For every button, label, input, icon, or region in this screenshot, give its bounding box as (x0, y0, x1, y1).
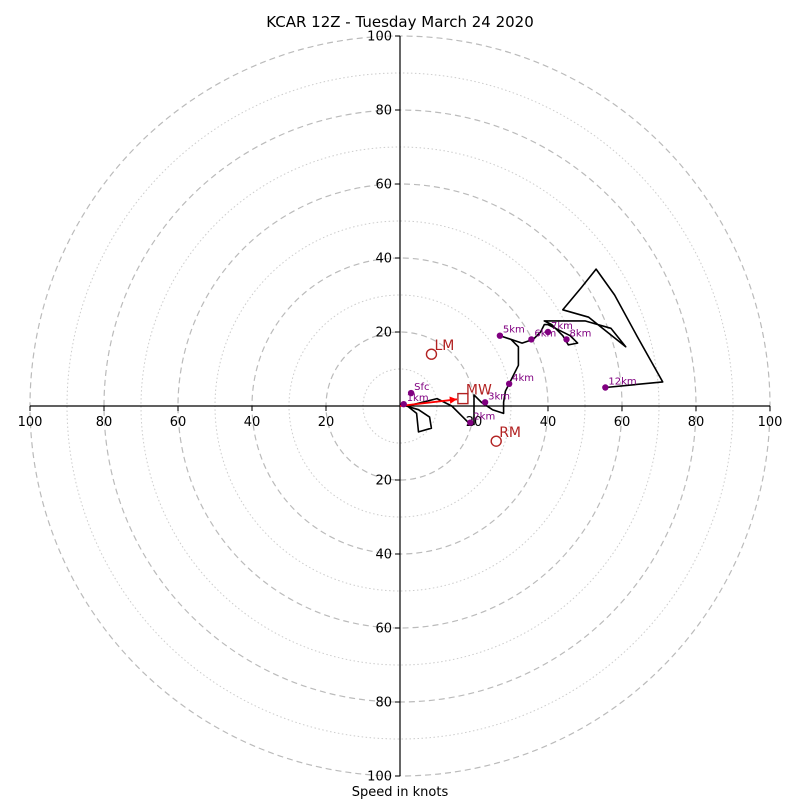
height-marker-label: Sfc (414, 382, 429, 393)
height-marker-label: 4km (512, 373, 534, 384)
tick-label-down: 60 (375, 622, 392, 637)
tick-label-up: 40 (375, 252, 392, 267)
height-marker-label: 6km (534, 328, 556, 339)
height-marker-dot (407, 389, 415, 397)
tick-label-down: 100 (367, 770, 392, 785)
height-marker-dot (544, 328, 552, 336)
tick-label-right: 60 (614, 415, 631, 430)
hodograph-trace (399, 268, 664, 433)
storm-motion-label: LM (434, 338, 454, 354)
tick-label-up: 20 (375, 326, 392, 341)
height-marker-label: 7km (551, 321, 573, 332)
height-marker-label: 1km (407, 393, 429, 404)
tick-label-left: 20 (318, 415, 335, 430)
tick-label-left: 60 (170, 415, 187, 430)
chart-title: KCAR 12Z - Tuesday March 24 2020 (266, 13, 534, 31)
storm-motion-marker-circle (490, 435, 502, 447)
height-marker-label: 3km (488, 391, 510, 402)
tick-label-up: 80 (375, 104, 392, 119)
tick-label-left: 40 (244, 415, 261, 430)
storm-motion-label: RM (499, 425, 521, 441)
tick-label-right: 40 (540, 415, 557, 430)
height-marker-dot (563, 336, 570, 343)
tick-label-right: 100 (758, 415, 783, 430)
height-marker-dot (481, 399, 489, 406)
storm-motion-marker-square (457, 392, 469, 405)
hodograph-trace-group (399, 268, 664, 433)
height-marker-dot (505, 380, 513, 387)
tick-label-left: 80 (96, 415, 113, 430)
height-marker-dot (528, 336, 535, 343)
height-marker-label: 5km (503, 325, 525, 336)
vector-arrowhead (449, 396, 457, 404)
x-axis-label: Speed in knots (352, 785, 449, 800)
storm-motion-markers: LM MW RM (425, 338, 521, 447)
height-marker-dot (496, 332, 504, 339)
tick-label-down: 20 (375, 474, 392, 489)
tick-label-up: 100 (367, 30, 392, 45)
tick-label-left: 100 (18, 415, 43, 430)
height-marker-label: 12km (608, 377, 636, 388)
storm-motion-marker-circle (425, 348, 438, 360)
height-marker-dot (400, 400, 407, 408)
height-marker-label: 8km (570, 328, 592, 339)
tick-label-right: 80 (688, 415, 705, 430)
mean-wind-vector (399, 398, 458, 407)
axis-tick-labels: 20 40 60 80 10020406080100204060801002040608… (18, 30, 783, 785)
tick-label-down: 40 (375, 548, 392, 563)
mean-wind-vector-group (399, 396, 458, 407)
tick-label-up: 60 (375, 178, 392, 193)
tick-label-down: 80 (375, 696, 392, 711)
storm-motion-label: MW (466, 383, 492, 399)
height-marker-label: 2km (473, 412, 495, 423)
height-marker-dot (602, 384, 609, 391)
height-marker-dot (467, 419, 474, 426)
